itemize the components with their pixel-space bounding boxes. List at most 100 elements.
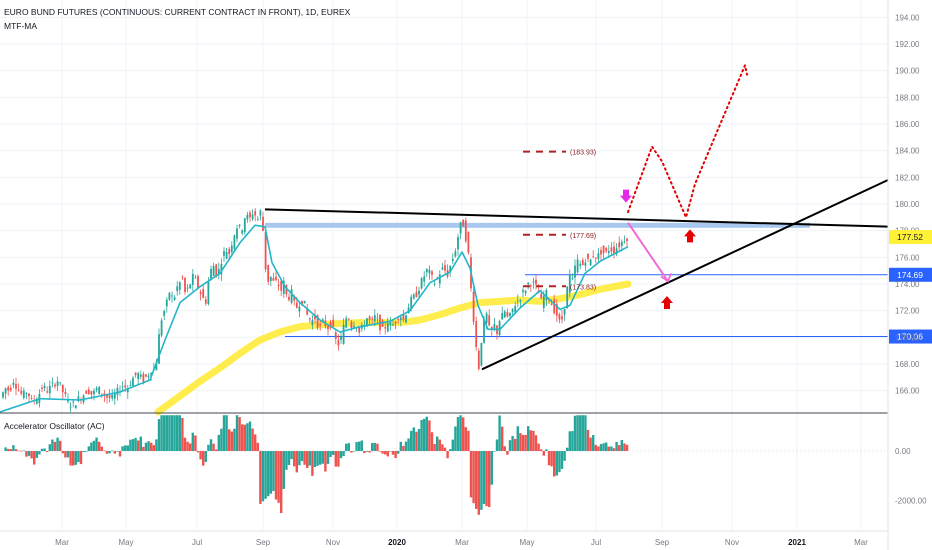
oscillator-bar [373, 442, 376, 452]
oscillator-bar [563, 451, 566, 461]
trendlines [264, 62, 889, 371]
candle-body [7, 387, 10, 391]
oscillator-bar [155, 439, 158, 452]
oscillator-bar [235, 415, 239, 452]
oscillator-bar [350, 451, 353, 453]
time-tick-label: Mar [455, 538, 469, 547]
candle-body [191, 274, 194, 285]
candle-body [605, 247, 608, 252]
oscillator-bar [222, 415, 226, 452]
time-tick-label: Sep [256, 538, 271, 547]
down-arrow-icon [620, 189, 632, 203]
candle-body [290, 289, 293, 303]
oscillator-bar [527, 426, 530, 452]
candle-body [397, 318, 400, 320]
trendline [481, 179, 889, 371]
candle-body [584, 262, 587, 266]
oscillator-bar [355, 441, 358, 452]
candle-body [207, 280, 210, 305]
osc-tick-label: 0.00 [895, 447, 911, 456]
candle-body [451, 258, 454, 262]
candle-body [155, 361, 158, 371]
oscillator-bar [467, 430, 470, 452]
oscillator-bar [246, 423, 249, 452]
oscillator-bar [17, 450, 20, 452]
candle-body [22, 390, 25, 399]
oscillator-bar [176, 415, 179, 452]
oscillator-bar [300, 451, 304, 462]
oscillator-bar [511, 436, 514, 452]
oscillator-bar [238, 417, 241, 452]
oscillator-bar [573, 415, 577, 452]
candle-body [540, 293, 543, 299]
candle-body [277, 284, 280, 287]
oscillator-bar [139, 436, 142, 452]
candle-body [610, 247, 613, 252]
oscillator-bar [33, 451, 36, 465]
time-tick-label: Jul [591, 538, 601, 547]
candle-body [542, 295, 545, 308]
oscillator-bar [194, 435, 197, 452]
candle-body [230, 245, 233, 252]
oscillator-bar [95, 437, 98, 452]
candle-body [56, 381, 59, 386]
oscillator-bar [46, 451, 49, 453]
slow-ma-line [154, 280, 632, 416]
candle-body [438, 274, 441, 284]
oscillator-histogram [0, 415, 888, 515]
candle-body [15, 383, 17, 389]
oscillator-bar [285, 451, 288, 470]
candle-body [516, 300, 519, 302]
candle-body [389, 322, 392, 326]
candle-body [262, 216, 264, 231]
candle-body [134, 372, 137, 376]
oscillator-bar [433, 443, 436, 452]
candle-body [90, 391, 93, 395]
candle-body [301, 300, 303, 305]
candle-body [532, 281, 535, 283]
candle-body [579, 264, 582, 266]
oscillator-bar [64, 451, 67, 458]
oscillator-bar [228, 429, 231, 452]
candle-body [485, 313, 488, 323]
oscillator-bar [506, 451, 509, 455]
oscillator-bar [560, 451, 564, 469]
oscillator-bar [256, 442, 259, 452]
oscillator-bar [12, 445, 15, 452]
oscillator-bar [391, 451, 395, 455]
oscillator-bar [571, 431, 574, 452]
candle-body [59, 382, 62, 384]
oscillator-bar [451, 439, 454, 452]
oscillator-bar [157, 419, 161, 452]
oscillator-bar [485, 451, 488, 507]
current-price-tag [889, 230, 932, 245]
candle-body [288, 296, 290, 301]
oscillator-bar [589, 437, 592, 452]
oscillator-bar [540, 449, 543, 452]
oscillator-bar [371, 443, 374, 452]
oscillator-bar [100, 446, 103, 452]
candle-body [137, 373, 140, 380]
candle-body [566, 286, 569, 309]
candle-body [4, 388, 7, 394]
oscillator-bar [199, 451, 202, 460]
candle-body [64, 392, 67, 395]
candle-body [116, 388, 119, 395]
oscillator-bar [189, 443, 192, 452]
candle-body [514, 306, 517, 314]
oscillator-bar [113, 451, 116, 454]
oscillator-bar [20, 450, 23, 452]
candle-body [2, 392, 4, 398]
candle-body [384, 327, 387, 329]
price-tick-label: 184.00 [895, 147, 920, 156]
oscillator-bar [568, 431, 571, 452]
oscillator-bar [129, 439, 132, 452]
oscillator-bar [597, 446, 600, 452]
candle-body [472, 291, 475, 322]
candle-body [529, 285, 532, 287]
candle-body [454, 251, 457, 257]
pullback-projection [627, 222, 669, 282]
candle-body [449, 265, 452, 272]
candle-body [171, 295, 173, 297]
